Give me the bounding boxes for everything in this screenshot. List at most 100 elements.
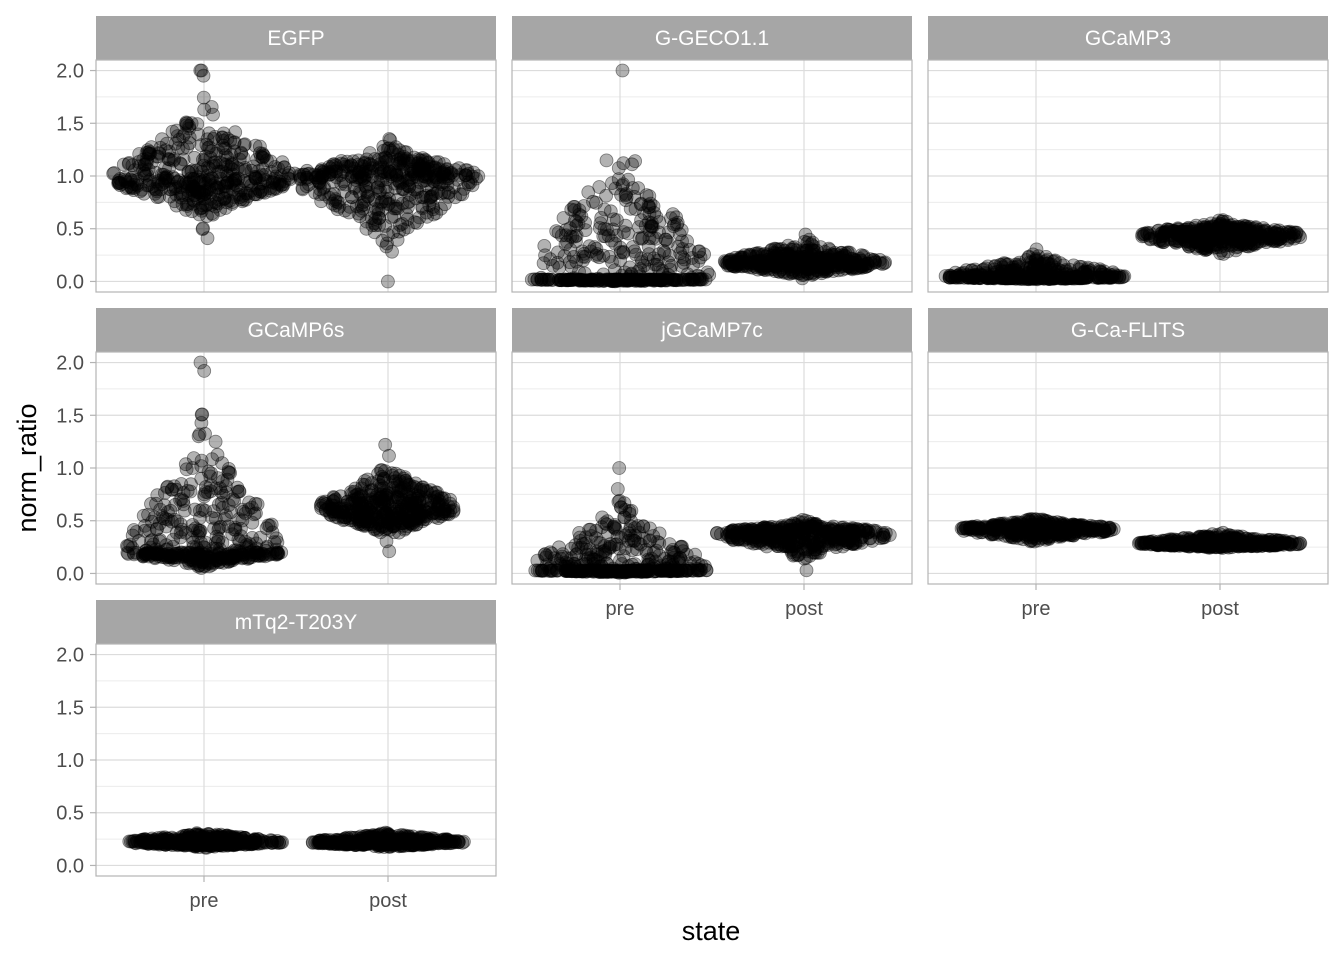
data-point	[558, 274, 571, 287]
data-point	[841, 259, 854, 272]
data-point	[126, 542, 139, 555]
data-point	[444, 497, 457, 510]
data-point	[388, 202, 401, 215]
data-point	[553, 261, 566, 274]
data-point	[296, 182, 309, 195]
data-point	[430, 503, 443, 516]
data-point	[266, 526, 279, 539]
data-point	[997, 522, 1010, 535]
y-tick-label: 0.0	[56, 563, 84, 585]
data-point	[214, 203, 227, 216]
data-point	[377, 140, 390, 153]
data-point	[569, 235, 582, 248]
outlier-point	[383, 545, 396, 558]
data-point	[335, 177, 348, 190]
data-point	[256, 177, 269, 190]
data-point	[600, 223, 613, 236]
data-point	[971, 526, 984, 539]
data-point	[654, 565, 667, 578]
data-point	[170, 526, 183, 539]
data-point	[808, 525, 821, 538]
data-point	[198, 103, 211, 116]
data-point	[565, 564, 578, 577]
outlier-point	[800, 564, 813, 577]
data-point	[657, 244, 670, 257]
facet-title: G-GECO1.1	[655, 27, 769, 50]
data-point	[256, 147, 269, 160]
data-point	[408, 509, 421, 522]
y-tick-label: 1.5	[56, 113, 84, 135]
data-point	[649, 274, 662, 287]
data-point	[635, 197, 648, 210]
data-point	[368, 217, 381, 230]
data-point	[456, 188, 469, 201]
outlier-point	[201, 232, 214, 245]
data-point	[612, 495, 625, 508]
outlier-point	[613, 462, 626, 475]
data-point	[213, 521, 226, 534]
data-point	[405, 165, 418, 178]
data-point	[194, 163, 207, 176]
data-point	[782, 239, 795, 252]
data-point	[442, 186, 455, 199]
points-layer	[107, 64, 485, 288]
y-tick-label: 0.5	[56, 511, 84, 533]
data-point	[537, 273, 550, 286]
data-point	[362, 518, 375, 531]
data-point	[668, 273, 681, 286]
data-point	[167, 182, 180, 195]
data-point	[361, 473, 374, 486]
data-point	[538, 564, 551, 577]
data-point	[357, 172, 370, 185]
data-point	[152, 175, 165, 188]
data-point	[438, 198, 451, 211]
data-point	[251, 498, 264, 511]
data-point	[645, 217, 658, 230]
data-point	[693, 245, 706, 258]
data-point	[207, 160, 220, 173]
facet-title: jGCaMP7c	[660, 319, 763, 342]
data-point	[670, 565, 683, 578]
data-point	[246, 516, 259, 529]
points-layer	[939, 214, 1307, 286]
data-point	[224, 134, 237, 147]
data-point	[216, 536, 229, 549]
facet-title: GCaMP6s	[248, 319, 345, 342]
x-tick-label: post	[785, 598, 823, 620]
data-point	[611, 483, 624, 496]
data-point	[400, 488, 413, 501]
data-point	[175, 478, 188, 491]
data-point	[371, 488, 384, 501]
facet-title: G-Ca-FLITS	[1071, 319, 1185, 342]
points-layer	[955, 513, 1307, 555]
data-point	[1097, 522, 1110, 535]
data-point	[595, 211, 608, 224]
data-point	[618, 564, 631, 577]
data-point	[237, 193, 250, 206]
outlier-point	[379, 438, 392, 451]
data-point	[162, 547, 175, 560]
data-point	[219, 191, 232, 204]
data-point	[653, 549, 666, 562]
data-point	[1098, 268, 1111, 281]
data-point	[426, 189, 439, 202]
data-point	[251, 546, 264, 559]
data-point	[293, 168, 306, 181]
data-point	[811, 265, 824, 278]
data-point	[329, 159, 342, 172]
data-point	[233, 485, 246, 498]
data-point	[1025, 272, 1038, 285]
outlier-point	[381, 275, 394, 288]
outlier-point	[200, 210, 213, 223]
data-point	[824, 256, 837, 269]
data-point	[861, 260, 874, 273]
data-point	[449, 164, 462, 177]
data-point	[625, 515, 638, 528]
data-point	[223, 466, 236, 479]
data-point	[195, 408, 208, 421]
data-point	[418, 174, 431, 187]
